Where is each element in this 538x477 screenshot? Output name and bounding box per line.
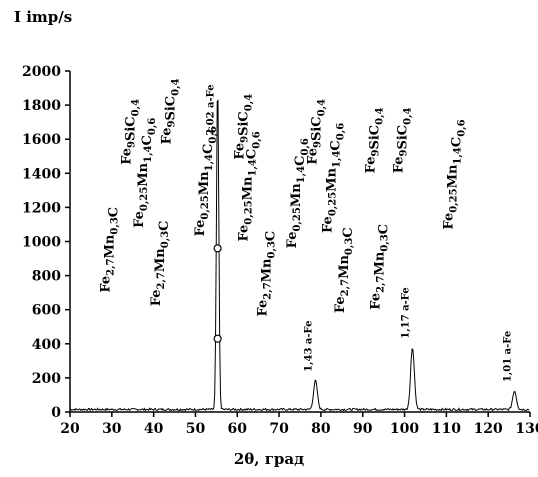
y-tick-label: 800 (32, 269, 61, 285)
peak-label: 1,43 a-Fe (303, 321, 314, 372)
x-tick-label: 100 (390, 421, 419, 437)
y-tick-label: 400 (32, 337, 61, 353)
x-tick-label: 60 (228, 421, 248, 437)
phase-label: Fe2,7Mn0,3C (99, 207, 122, 293)
peak-marker (213, 244, 222, 253)
phase-label: Fe2,7Mn0,3C (256, 231, 279, 317)
phase-label: Fe0,25Mn1,4C0,6 (237, 131, 263, 241)
phase-label: Fe0,25Mn1,4C0,6 (132, 118, 158, 228)
y-axis-title: I imp/s (14, 8, 73, 26)
y-tick-label: 1800 (22, 98, 61, 114)
phase-label: Fe9SiC0,4 (159, 78, 181, 144)
phase-label: Fe0,25Mn1,4C0,6 (320, 123, 346, 233)
phase-label: Fe2,7Mn0,3C (333, 227, 356, 313)
x-tick-label: 120 (474, 421, 503, 437)
phase-label: Fe9SiC0,4 (363, 107, 385, 173)
phase-label: Fe0,25Mn1,4C0,6 (285, 138, 311, 248)
x-tick-label: 30 (102, 421, 122, 437)
phase-label: Fe9SiC0,4 (233, 94, 255, 160)
y-tick-label: 1400 (22, 166, 61, 182)
phase-label: Fe2,7Mn0,3C (368, 224, 391, 310)
peak-marker (213, 334, 222, 343)
diffraction-trace (69, 99, 530, 412)
x-tick-label: 130 (515, 421, 538, 437)
x-tick-label: 20 (60, 421, 80, 437)
x-tick-label: 90 (353, 421, 373, 437)
y-tick-label: 0 (51, 405, 61, 421)
y-tick-label: 1200 (22, 200, 61, 216)
phase-label: Fe0,25Mn1,4C0,6 (442, 119, 468, 229)
phase-label: Fe2,7Mn0,3C (149, 220, 172, 306)
phase-label: Fe9SiC0,4 (306, 99, 328, 165)
y-tick-label: 1600 (22, 132, 61, 148)
peak-label: 1,17 a-Fe (400, 287, 411, 338)
y-tick-label: 200 (32, 371, 61, 387)
y-tick-label: 2000 (22, 64, 61, 80)
x-tick-label: 80 (311, 421, 331, 437)
peak-label: 2,02 a-Fe (206, 84, 217, 135)
x-tick-label: 110 (432, 421, 461, 437)
phase-label: Fe0,25Mn1,4C0,6 (193, 126, 219, 236)
phase-label: Fe9SiC0,4 (391, 107, 413, 173)
y-tick-label: 600 (32, 303, 61, 319)
x-axis-title: 2θ, град (233, 450, 305, 468)
x-tick-label: 40 (144, 421, 164, 437)
x-tick-label: 50 (186, 421, 206, 437)
x-tick-label: 70 (269, 421, 289, 437)
y-tick-label: 1000 (22, 235, 61, 251)
phase-label: Fe9SiC0,4 (120, 99, 142, 165)
peak-label: 1,01 a-Fe (503, 331, 514, 382)
